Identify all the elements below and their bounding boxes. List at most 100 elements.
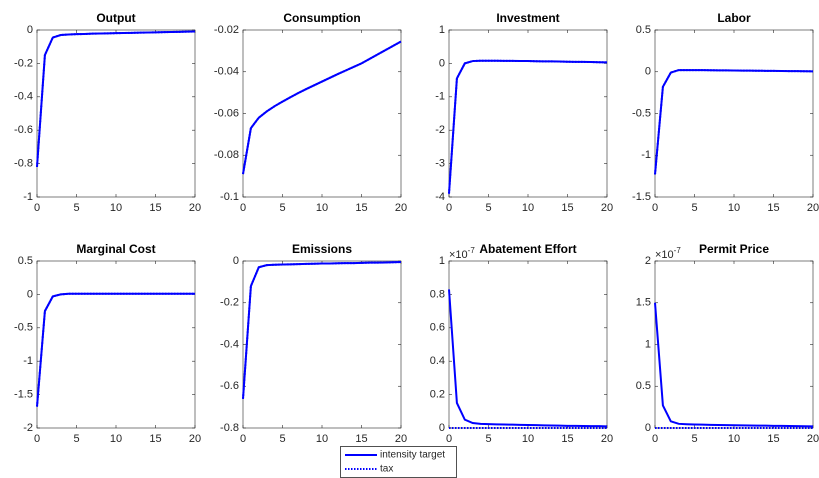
axis-multiplier: ×10-7: [449, 246, 475, 261]
x-tick-label: 0: [652, 433, 658, 445]
y-tick-label: 0.5: [18, 255, 33, 267]
y-tick-label: 1.5: [636, 297, 651, 309]
axis-multiplier-exponent: -7: [468, 246, 476, 255]
subplot-title: Emissions: [292, 242, 352, 256]
y-tick-label: 1: [439, 24, 445, 36]
y-tick-label: -0.02: [214, 24, 239, 36]
y-tick-label: 0.6: [430, 322, 445, 334]
axis-multiplier-base: ×10: [655, 249, 674, 261]
y-tick-label: 1: [645, 338, 651, 350]
x-tick-label: 10: [316, 433, 328, 445]
x-tick-label: 20: [189, 433, 201, 445]
x-tick-label: 20: [395, 433, 407, 445]
y-tick-label: -0.5: [632, 107, 651, 119]
subplot: -0.8 -0.6 -0.4 -0.2 0 0 5 10 15 20 Emissions: [220, 242, 407, 445]
series-line: [36, 292, 195, 407]
y-tick-label: 0: [233, 255, 239, 267]
x-tick-label: 10: [110, 433, 122, 445]
axes-box: [654, 29, 814, 198]
axis-multiplier-exponent: -7: [674, 246, 682, 255]
series-line: [654, 302, 814, 428]
x-tick-label: 0: [652, 202, 658, 214]
axes-box: [654, 260, 814, 429]
y-tick-label: 0.8: [430, 288, 445, 300]
x-tick-label: 5: [279, 433, 285, 445]
series-line: [448, 59, 608, 194]
y-tick-label: -0.2: [220, 297, 239, 309]
x-tick-label: 0: [240, 202, 246, 214]
y-tick-label: -0.6: [220, 380, 239, 392]
x-tick-label: 20: [601, 202, 613, 214]
axis-multiplier: ×10-7: [655, 246, 681, 261]
series-line: [242, 40, 402, 175]
x-tick-label: 20: [807, 433, 819, 445]
y-tick-label: 0.2: [430, 389, 445, 401]
subplot: -1.5 -1 -0.5 0 0.5 0 5 10 15 20 Labor: [632, 11, 819, 214]
y-tick-label: 0.4: [430, 355, 445, 367]
y-tick-label: -0.4: [14, 91, 33, 103]
x-tick-label: 5: [73, 202, 79, 214]
axes-box: [448, 260, 608, 429]
subplot: -2 -1.5 -1 -0.5 0 0.5 0 5 10 15 20 Marginal Cost: [14, 242, 201, 445]
series-line: [448, 289, 608, 428]
x-tick-label: 15: [561, 202, 573, 214]
legend-label: tax: [380, 464, 393, 475]
y-tick-label: -2: [23, 422, 33, 434]
x-tick-label: 5: [279, 202, 285, 214]
x-tick-label: 10: [316, 202, 328, 214]
y-tick-label: -1: [435, 91, 445, 103]
x-tick-label: 15: [149, 433, 161, 445]
y-tick-label: -0.1: [220, 191, 239, 203]
y-tick-label: -1: [641, 149, 651, 161]
y-tick-label: -0.8: [14, 158, 33, 170]
subplot-title: Abatement Effort: [479, 242, 576, 256]
x-tick-label: 15: [355, 433, 367, 445]
axes-box: [242, 29, 402, 198]
y-tick-label: 0: [645, 66, 651, 78]
x-tick-label: 5: [485, 202, 491, 214]
y-tick-label: -0.5: [14, 322, 33, 334]
y-tick-label: 0: [645, 422, 651, 434]
x-tick-label: 15: [561, 433, 573, 445]
y-tick-label: -3: [435, 158, 445, 170]
y-tick-label: -0.04: [214, 66, 239, 78]
x-tick-label: 0: [34, 202, 40, 214]
x-tick-label: 15: [767, 202, 779, 214]
axes-box: [36, 29, 196, 198]
axes-box: [242, 260, 402, 429]
subplot-title: Output: [96, 11, 135, 25]
axes-box: [448, 29, 608, 198]
x-tick-label: 10: [110, 202, 122, 214]
y-tick-label: -1.5: [632, 191, 651, 203]
y-tick-label: -2: [435, 124, 445, 136]
y-tick-label: 1: [439, 255, 445, 267]
x-tick-label: 0: [34, 433, 40, 445]
x-tick-label: 10: [522, 433, 534, 445]
subplot-title: Labor: [717, 11, 751, 25]
y-tick-label: -4: [435, 191, 445, 203]
x-tick-label: 20: [395, 202, 407, 214]
x-tick-label: 0: [446, 202, 452, 214]
series-line: [242, 261, 402, 399]
y-tick-label: 2: [645, 255, 651, 267]
subplot-title: Consumption: [283, 11, 360, 25]
subplot-title: Investment: [496, 11, 559, 25]
x-tick-label: 10: [728, 433, 740, 445]
y-tick-label: -0.06: [214, 107, 239, 119]
legend-box: [340, 446, 457, 478]
y-tick-label: 0.5: [636, 380, 651, 392]
y-tick-label: 0: [439, 57, 445, 69]
series-line: [654, 69, 814, 175]
x-tick-label: 20: [807, 202, 819, 214]
y-tick-label: -0.2: [14, 57, 33, 69]
y-tick-label: 0: [27, 288, 33, 300]
legend-label: intensity target: [380, 450, 445, 461]
y-tick-label: -1.5: [14, 389, 33, 401]
x-tick-label: 5: [691, 433, 697, 445]
y-tick-label: -1: [23, 355, 33, 367]
y-tick-label: -0.08: [214, 149, 239, 161]
